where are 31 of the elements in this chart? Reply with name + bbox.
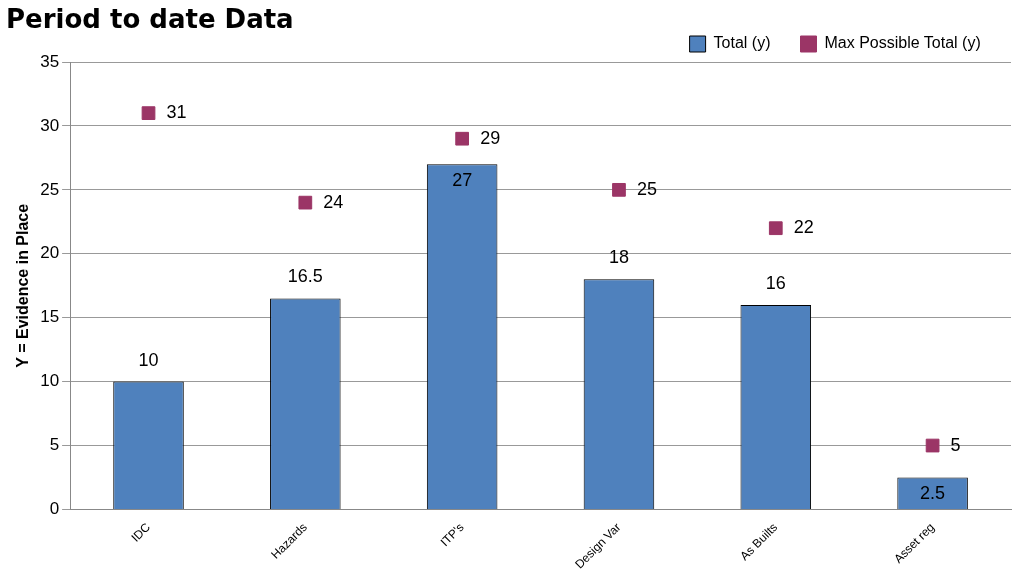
point — [141, 106, 156, 120]
y-tick-label: 35 — [40, 51, 60, 71]
data-label: 2.5 — [920, 483, 946, 504]
point — [925, 438, 940, 453]
y-tick-label: 10 — [40, 371, 60, 391]
data-label: 27 — [452, 170, 473, 191]
data-label: 16 — [765, 272, 786, 293]
data-label: 10 — [138, 349, 159, 370]
point — [298, 195, 313, 210]
point — [455, 131, 470, 146]
legend-label: Total (y) — [713, 34, 771, 52]
data-label: 29 — [480, 127, 501, 148]
data-label: 24 — [323, 191, 344, 212]
point — [612, 182, 626, 197]
y-tick-label: 20 — [40, 243, 60, 263]
data-label: 31 — [166, 102, 187, 123]
data-label: 16.5 — [287, 266, 323, 287]
data-label: 25 — [636, 178, 657, 199]
x-tick-label: IDC — [128, 519, 154, 545]
y-axis-title: Y = Evidence in Place — [14, 203, 32, 368]
legend-label: Max Possible Total (y) — [824, 34, 981, 52]
data-label: 18 — [608, 247, 629, 268]
y-tick-label: 30 — [40, 115, 60, 135]
y-tick-label: 0 — [49, 499, 60, 519]
point — [768, 221, 783, 236]
chart-title: Period to date Data — [6, 4, 294, 34]
y-tick-label: 25 — [40, 179, 60, 199]
data-label: 5 — [950, 434, 961, 455]
y-tick-label: 15 — [40, 307, 60, 327]
data-label: 22 — [793, 217, 814, 238]
y-tick-label: 5 — [49, 435, 60, 455]
